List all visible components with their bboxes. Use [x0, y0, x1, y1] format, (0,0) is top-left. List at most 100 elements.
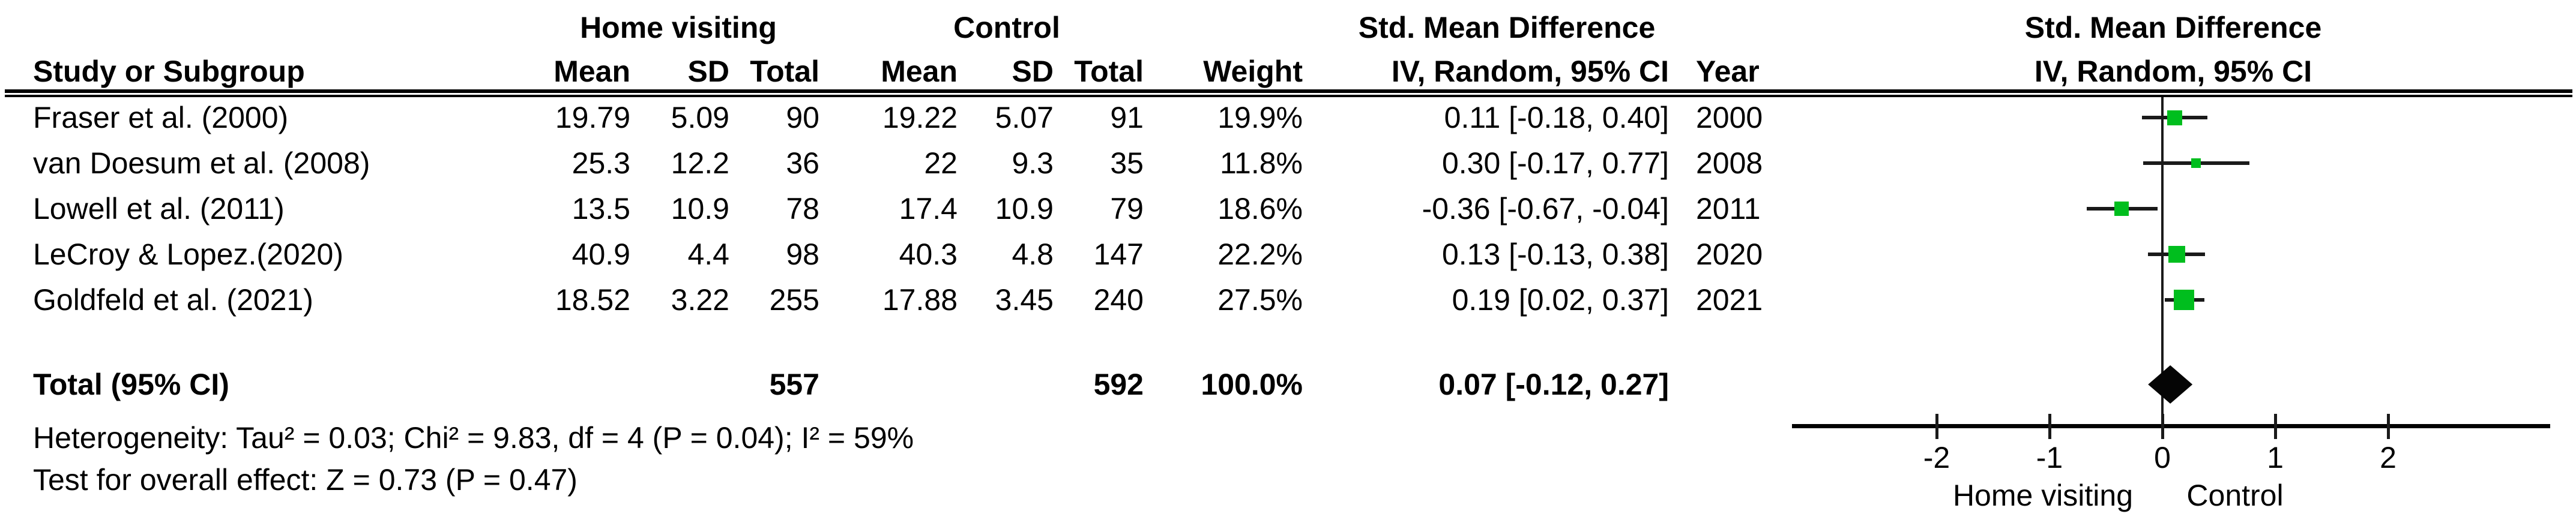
effect-square	[2191, 158, 2201, 168]
col-header-control-total: Total	[1074, 55, 1144, 88]
effect-square	[2173, 290, 2194, 310]
ci-text: 0.13 [-0.13, 0.38]	[1441, 238, 1669, 271]
hv-total-value: 90	[786, 101, 819, 134]
ci-text: 0.11 [-0.18, 0.40]	[1444, 101, 1669, 134]
hv-sd-value: 4.4	[687, 238, 729, 271]
control-total-value: 147	[1093, 238, 1144, 271]
hv-mean-value: 18.52	[555, 283, 630, 317]
total-control-n: 592	[1093, 368, 1144, 401]
total-row: Total (95% CI) 557 592 100.0% 0.07 [-0.1…	[0, 367, 2576, 402]
group-header-home-visiting: Home visiting	[580, 11, 777, 44]
table-row: Lowell et al. (2011) 13.5 10.9 78 17.4 1…	[0, 191, 2576, 226]
control-mean-value: 40.3	[899, 238, 958, 271]
x-axis-tick	[1935, 414, 1938, 439]
overall-effect-stats: Test for overall effect: Z = 0.73 (P = 0…	[33, 463, 578, 497]
hv-mean-value: 13.5	[572, 192, 630, 226]
control-sd-value: 5.07	[995, 101, 1054, 134]
ci-text: 0.30 [-0.17, 0.77]	[1441, 146, 1669, 180]
group-header-smd-table: Std. Mean Difference	[1358, 11, 1656, 44]
col-header-control-sd: SD	[1012, 55, 1054, 88]
control-sd-value: 3.45	[995, 283, 1054, 317]
weight-value: 22.2%	[1217, 238, 1303, 271]
control-total-value: 79	[1110, 192, 1144, 226]
hv-total-value: 255	[769, 283, 819, 317]
x-tick-label: -2	[1923, 441, 1950, 474]
hv-total-value: 78	[786, 192, 819, 226]
study-label: LeCroy & Lopez.(2020)	[33, 238, 343, 271]
control-total-value: 35	[1110, 146, 1144, 180]
hv-sd-value: 5.09	[671, 101, 729, 134]
control-mean-value: 19.22	[882, 101, 958, 134]
axis-label-favours-home-visiting: Home visiting	[1952, 479, 2134, 512]
col-header-hv-total: Total	[750, 55, 819, 88]
col-header-iv-ci-plot: IV, Random, 95% CI	[2034, 55, 2312, 88]
zero-effect-line	[2161, 97, 2164, 426]
col-header-year: Year	[1696, 55, 1760, 88]
header-rule-top	[5, 89, 2572, 93]
year-value: 2000	[1696, 101, 1763, 134]
x-axis-line	[1792, 424, 2550, 428]
effect-square	[2167, 110, 2183, 125]
control-mean-value: 17.88	[882, 283, 958, 317]
control-total-value: 91	[1110, 101, 1144, 134]
table-row: LeCroy & Lopez.(2020) 40.9 4.4 98 40.3 4…	[0, 237, 2576, 272]
year-value: 2021	[1696, 283, 1763, 317]
heterogeneity-stats: Heterogeneity: Tau² = 0.03; Chi² = 9.83,…	[33, 421, 914, 455]
hv-mean-value: 40.9	[572, 238, 630, 271]
group-header-smd-plot: Std. Mean Difference	[2024, 11, 2322, 44]
hv-sd-value: 12.2	[671, 146, 729, 180]
ci-text: 0.19 [0.02, 0.37]	[1452, 283, 1669, 317]
x-tick-label: 2	[2380, 441, 2397, 474]
control-total-value: 240	[1093, 283, 1144, 317]
control-sd-value: 10.9	[995, 192, 1054, 226]
hv-total-value: 98	[786, 238, 819, 271]
col-header-study: Study or Subgroup	[33, 55, 305, 88]
control-sd-value: 9.3	[1012, 146, 1054, 180]
year-value: 2020	[1696, 238, 1763, 271]
x-tick-label: 1	[2267, 441, 2284, 474]
year-value: 2011	[1696, 192, 1761, 226]
hv-sd-value: 10.9	[671, 192, 729, 226]
total-weight: 100.0%	[1201, 368, 1303, 401]
header-rule-bottom	[5, 95, 2572, 97]
hv-total-value: 36	[786, 146, 819, 180]
x-axis-tick	[2048, 414, 2051, 439]
total-label: Total (95% CI)	[33, 368, 229, 401]
study-label: Fraser et al. (2000)	[33, 101, 289, 134]
total-ci-text: 0.07 [-0.12, 0.27]	[1438, 368, 1669, 401]
control-sd-value: 4.8	[1012, 238, 1054, 271]
group-header-control: Control	[953, 11, 1060, 44]
hv-mean-value: 19.79	[555, 101, 630, 134]
study-label: Lowell et al. (2011)	[33, 192, 285, 226]
ci-text: -0.36 [-0.67, -0.04]	[1422, 192, 1669, 226]
weight-value: 11.8%	[1219, 146, 1303, 180]
table-row: Goldfeld et al. (2021) 18.52 3.22 255 17…	[0, 282, 2576, 317]
weight-value: 18.6%	[1217, 192, 1303, 226]
x-axis-tick	[2387, 414, 2390, 439]
control-mean-value: 22	[924, 146, 958, 180]
hv-mean-value: 25.3	[572, 146, 630, 180]
table-row: van Doesum et al. (2008) 25.3 12.2 36 22…	[0, 146, 2576, 181]
col-header-hv-sd: SD	[687, 55, 729, 88]
x-tick-label: -1	[2036, 441, 2063, 474]
x-axis-tick	[2161, 414, 2164, 439]
col-header-iv-ci: IV, Random, 95% CI	[1391, 55, 1669, 88]
hv-sd-value: 3.22	[671, 283, 729, 317]
x-tick-label: 0	[2154, 441, 2171, 474]
study-label: van Doesum et al. (2008)	[33, 146, 370, 180]
x-axis-tick	[2274, 414, 2277, 439]
axis-label-favours-control: Control	[2186, 479, 2284, 512]
weight-value: 27.5%	[1217, 283, 1303, 317]
col-header-weight: Weight	[1203, 55, 1303, 88]
year-value: 2008	[1696, 146, 1763, 180]
effect-square	[2168, 246, 2186, 263]
study-label: Goldfeld et al. (2021)	[33, 283, 313, 317]
control-mean-value: 17.4	[899, 192, 958, 226]
table-row: Fraser et al. (2000) 19.79 5.09 90 19.22…	[0, 100, 2576, 135]
total-hv-n: 557	[769, 368, 819, 401]
effect-square	[2114, 202, 2129, 216]
column-header-row: Study or Subgroup Mean SD Total Mean SD …	[0, 54, 2576, 89]
col-header-control-mean: Mean	[881, 55, 958, 88]
col-header-hv-mean: Mean	[554, 55, 630, 88]
